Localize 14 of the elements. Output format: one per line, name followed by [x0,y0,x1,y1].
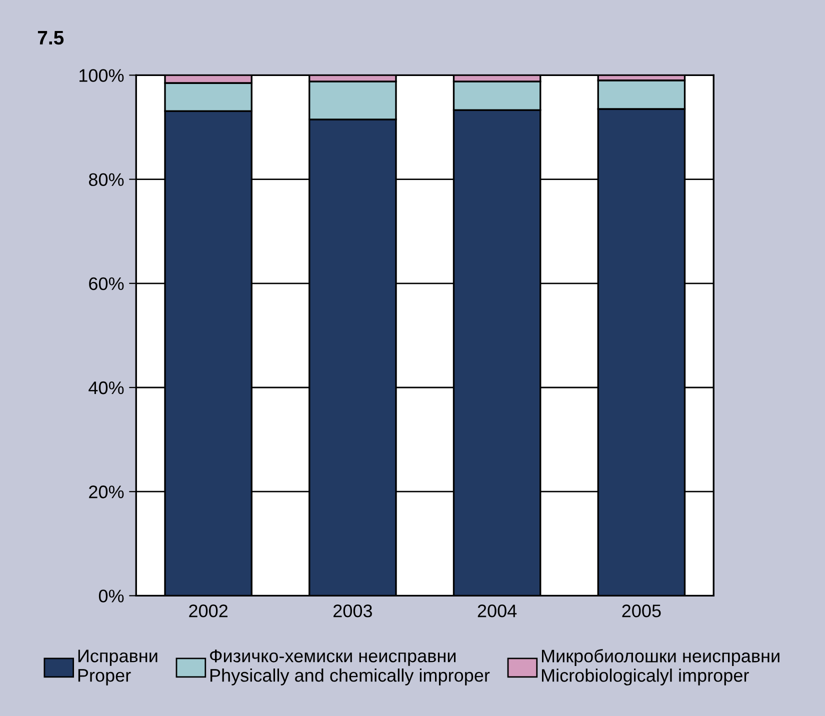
y-tick-label: 80% [88,173,124,186]
y-tick-label: 100% [80,69,124,82]
y-tick-label: 0% [98,590,124,602]
legend-label: Микробиолошки неисправни Microbiologicalyl improper [542,648,780,686]
x-tick-label: 2004 [478,604,517,618]
chart-title: 7.5 [38,31,64,45]
x-tick-label: 2002 [189,604,228,618]
y-tick-label: 60% [89,277,124,290]
legend-label: Исправни Proper [78,650,158,686]
y-tick-label: 40% [88,381,124,394]
legend-label: Физичко-хемиски неисправни Physically and chemically improper [210,650,490,686]
y-tick-label: 20% [89,486,124,498]
x-tick-label: 2003 [334,604,372,618]
x-tick-label: 2005 [622,604,661,618]
